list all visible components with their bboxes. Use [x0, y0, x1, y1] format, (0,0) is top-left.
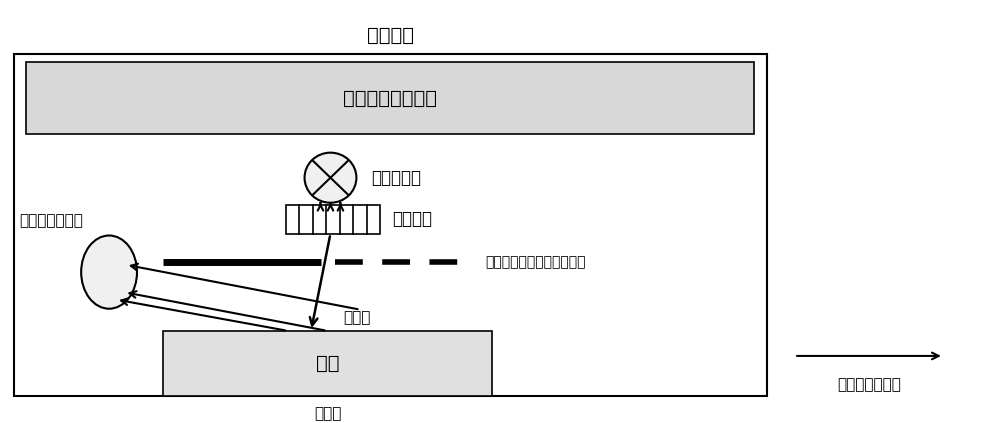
Text: 手背面: 手背面 [314, 406, 341, 421]
Bar [163, 331, 492, 396]
Text: 此符号代表光线: 此符号代表光线 [837, 377, 901, 392]
Text: 采集系统: 采集系统 [367, 26, 414, 45]
Text: 电路与单片机结构: 电路与单片机结构 [343, 89, 437, 108]
Text: 手心面: 手心面 [344, 310, 371, 325]
Bar [286, 205, 380, 233]
Bar [26, 62, 754, 135]
Text: 光敏接收传感器: 光敏接收传感器 [19, 213, 83, 228]
Bar [14, 55, 767, 396]
Ellipse shape [81, 236, 137, 309]
Circle shape [305, 153, 356, 203]
Text: 近红外光源: 近红外光源 [371, 169, 421, 187]
Text: 透射光栅: 透射光栅 [392, 210, 432, 228]
Text: 手掌: 手掌 [316, 354, 339, 373]
Text: 狭小缝隙，可左右微调移动: 狭小缝隙，可左右微调移动 [485, 255, 586, 269]
